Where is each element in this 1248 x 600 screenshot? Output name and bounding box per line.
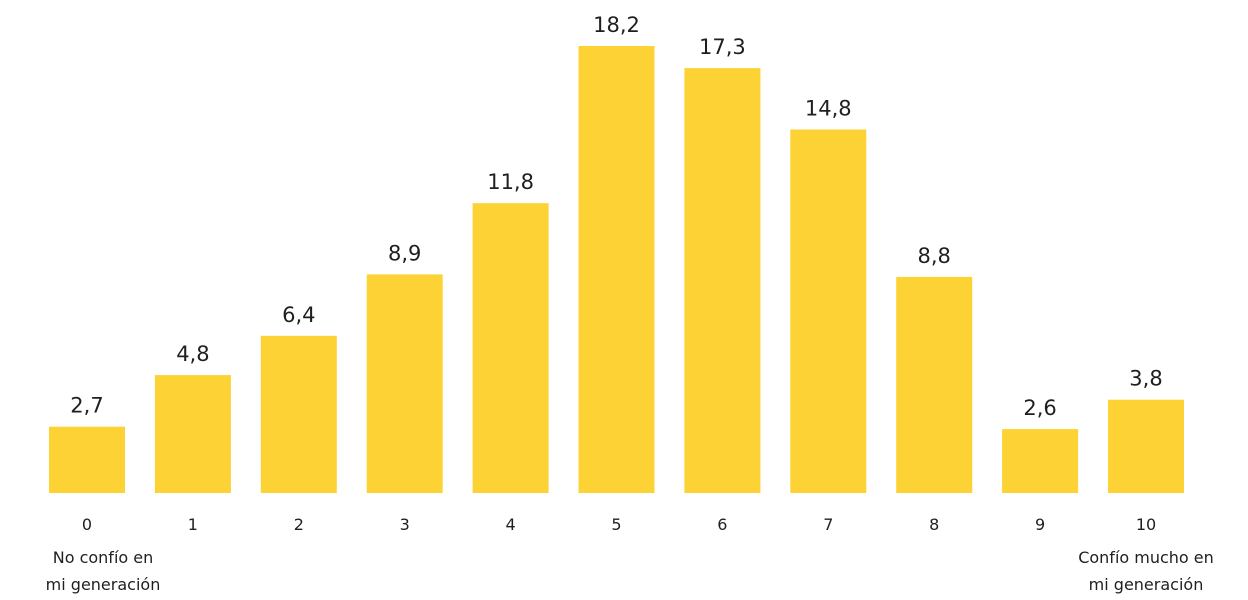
tick-label-7: 7 (823, 515, 833, 534)
value-label-2: 6,4 (282, 303, 315, 327)
bar-2 (260, 335, 337, 493)
value-label-1: 4,8 (176, 342, 209, 366)
value-labels-group: 2,7 4,8 6,4 8,9 11,8 18,2 17,3 14,8 8,8 2,6 3,8 (70, 13, 1162, 420)
left-end-label-line2: mi generación (46, 575, 161, 594)
value-label-9: 2,6 (1023, 396, 1056, 420)
bar-6 (684, 68, 761, 493)
bar-7 (790, 129, 867, 493)
bar-0 (49, 426, 125, 493)
tick-label-9: 9 (1035, 515, 1045, 534)
tick-label-6: 6 (717, 515, 727, 534)
value-label-5: 18,2 (593, 13, 640, 37)
value-label-7: 14,8 (805, 97, 852, 121)
bar-9 (1002, 429, 1079, 493)
value-label-4: 11,8 (487, 170, 534, 194)
tick-label-0: 0 (82, 515, 92, 534)
left-end-label-line1: No confío en (53, 548, 154, 567)
tick-label-1: 1 (188, 515, 198, 534)
bar-5 (578, 46, 655, 493)
tick-label-4: 4 (506, 515, 516, 534)
value-label-6: 17,3 (699, 35, 746, 59)
bar-3 (366, 274, 443, 493)
tick-label-8: 8 (929, 515, 939, 534)
tick-label-5: 5 (611, 515, 621, 534)
tick-label-2: 2 (294, 515, 304, 534)
tick-labels-group: 0 1 2 3 4 5 6 7 8 9 10 (82, 515, 1156, 534)
value-label-10: 3,8 (1129, 367, 1162, 391)
bars-group (49, 46, 1184, 493)
value-label-3: 8,9 (388, 241, 421, 265)
tick-label-3: 3 (400, 515, 410, 534)
tick-label-10: 10 (1136, 515, 1156, 534)
right-end-label-line1: Confío mucho en (1078, 548, 1214, 567)
bar-8 (896, 276, 973, 493)
bar-10 (1108, 399, 1184, 493)
value-label-0: 2,7 (70, 394, 103, 418)
end-labels-group: No confío en mi generación Confío mucho … (46, 548, 1214, 594)
value-label-8: 8,8 (917, 244, 950, 268)
bar-1 (154, 375, 231, 493)
bar-4 (472, 203, 549, 493)
right-end-label-line2: mi generación (1089, 575, 1204, 594)
